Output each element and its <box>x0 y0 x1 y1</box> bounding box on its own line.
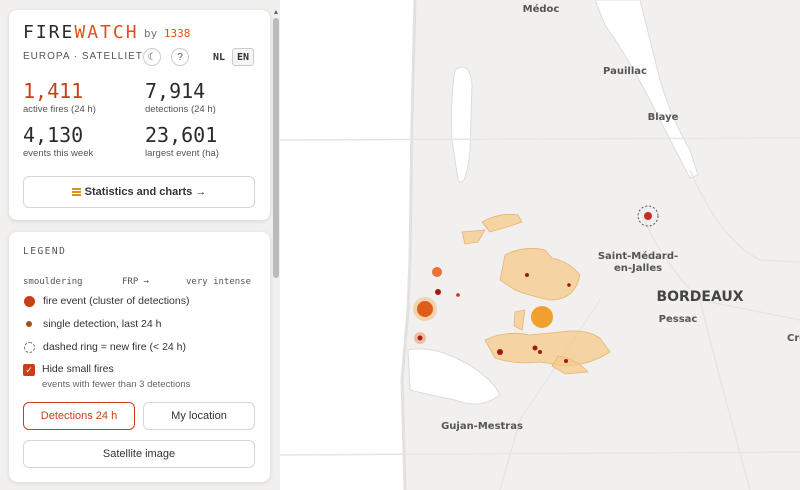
region-subtitle: EUROPA · SATELLIET <box>23 51 143 62</box>
map-label-bordeaux: BORDEAUX <box>656 289 743 305</box>
stat-value: 4,130 <box>23 123 84 147</box>
scale-left-label: smouldering <box>23 277 83 287</box>
stat-detections: 7,914 detections (24 h) <box>145 80 216 115</box>
detection-dot[interactable] <box>417 335 423 341</box>
map-label-saint-medard: Saint-Médard- <box>598 250 678 262</box>
detection-dot[interactable] <box>538 350 542 354</box>
map-label-pauillac: Pauillac <box>603 66 647 77</box>
hide-small-fires-note: events with fewer than 3 detections <box>42 379 191 390</box>
by-number[interactable]: 1338 <box>163 27 191 40</box>
new-fire-ring[interactable] <box>637 205 659 227</box>
map-label-gujan: Gujan-Mestras <box>441 421 523 432</box>
scale-mid-label: FRP → <box>122 277 150 287</box>
map-label-blaye: Blaye <box>648 112 679 123</box>
detection-dot[interactable] <box>435 289 441 295</box>
stat-label: events this week <box>23 148 94 159</box>
brand-fire: FIRE <box>23 22 75 43</box>
map-label-pessac: Pessac <box>659 314 698 325</box>
legend-panel: LEGEND smouldering FRP → very intense fi… <box>9 232 270 482</box>
help-button[interactable]: ? <box>171 48 189 66</box>
coastline <box>400 0 417 490</box>
detection-dot[interactable] <box>532 345 538 351</box>
bar-chart-icon <box>71 188 81 196</box>
stat-value: 7,914 <box>145 79 206 103</box>
detection-dot[interactable] <box>567 283 571 287</box>
by-prefix: by <box>144 27 158 40</box>
burn-areas <box>461 213 611 375</box>
stat-label: detections (24 h) <box>145 104 216 115</box>
byline: by 1338 <box>144 27 190 40</box>
detection-dot[interactable] <box>564 359 568 363</box>
stat-value: 23,601 <box>145 123 218 147</box>
app-logo: FIREWATCH <box>23 22 139 43</box>
map-label-en-jalles: en-Jalles <box>614 263 662 274</box>
detection-dot[interactable] <box>456 293 460 297</box>
detection-dot-icon <box>23 318 35 330</box>
bay <box>407 348 501 405</box>
stat-largest-event: 23,601 largest event (ha) <box>145 124 219 159</box>
stat-label: largest event (ha) <box>145 148 219 159</box>
legend-item-fire-event: fire event (cluster of detections) <box>23 295 189 307</box>
brand-watch: WATCH <box>74 22 139 43</box>
lang-nl-button[interactable]: NL <box>212 51 226 63</box>
hide-small-fires-label[interactable]: Hide small fires <box>42 363 114 375</box>
statistics-button-label: Statistics and charts → <box>84 186 207 198</box>
fire-event-marker[interactable] <box>417 301 433 317</box>
map-label-medoc: Médoc <box>523 3 560 15</box>
ocean <box>280 0 415 490</box>
scrollbar-thumb[interactable] <box>273 18 279 278</box>
legend-item-new-fire: dashed ring = new fire (< 24 h) <box>23 341 186 353</box>
legend-item-label: dashed ring = new fire (< 24 h) <box>43 341 187 353</box>
detection-dot[interactable] <box>525 273 529 277</box>
lake <box>450 66 473 183</box>
fire-event-marker[interactable] <box>432 267 442 277</box>
fire-event-icon <box>23 295 35 307</box>
fire-events[interactable] <box>413 205 659 363</box>
satellite-image-button[interactable]: Satellite image <box>23 440 255 468</box>
detections-24h-button[interactable]: Detections 24 h <box>23 402 135 430</box>
stat-events-week: 4,130 events this week <box>23 124 93 159</box>
stat-label: active fires (24 h) <box>23 104 96 115</box>
my-location-button[interactable]: My location <box>143 402 255 430</box>
estuary <box>594 0 699 179</box>
new-fire-marker[interactable] <box>644 212 652 220</box>
detection-dot[interactable] <box>497 349 503 355</box>
legend-item-label: fire event (cluster of detections) <box>43 295 190 307</box>
legend-item-label: single detection, last 24 h <box>43 318 162 330</box>
dashed-ring-icon <box>23 341 35 353</box>
theme-toggle-button[interactable]: ☾ <box>143 48 161 66</box>
summary-panel: FIREWATCH by 1338 EUROPA · SATELLIET ☾ ?… <box>9 10 270 220</box>
stat-value: 1,411 <box>23 79 84 103</box>
legend-item-single-detection: single detection, last 24 h <box>23 318 162 330</box>
legend-title: LEGEND <box>23 246 67 257</box>
scale-right-label: very intense <box>186 277 252 287</box>
fire-event-marker[interactable] <box>531 306 553 328</box>
stat-active-fires: 1,411 active fires (24 h) <box>23 80 96 115</box>
hide-small-fires-checkbox[interactable]: ✓ <box>23 364 35 376</box>
statistics-button[interactable]: Statistics and charts → <box>23 176 255 208</box>
scroll-up-arrow-icon[interactable]: ▲ <box>272 9 280 16</box>
map-label-cre: Cre <box>787 333 800 344</box>
lang-en-button[interactable]: EN <box>232 48 254 66</box>
